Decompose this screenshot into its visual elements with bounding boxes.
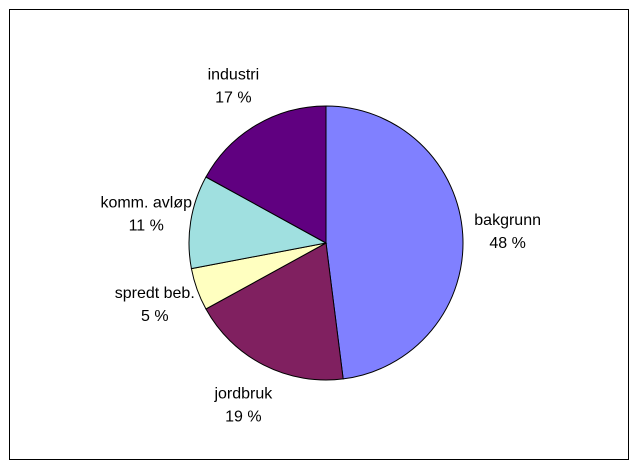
slice-label: industri — [208, 67, 260, 84]
slice-label: jordbruk — [213, 385, 273, 402]
value-label: 17 % — [215, 90, 251, 107]
slice-label: spredt beb. — [115, 285, 195, 302]
slice-label: bakgrunn — [474, 212, 541, 229]
value-label: 19 % — [225, 408, 261, 425]
pie-slice — [205, 242, 344, 381]
pie-slice — [205, 105, 327, 244]
value-label: 5 % — [141, 308, 169, 325]
slice-label: komm. avløp — [100, 195, 192, 212]
pie-slice — [325, 105, 464, 380]
value-label: 48 % — [489, 235, 525, 252]
value-label: 11 % — [129, 218, 164, 235]
pie-slice — [188, 176, 328, 270]
